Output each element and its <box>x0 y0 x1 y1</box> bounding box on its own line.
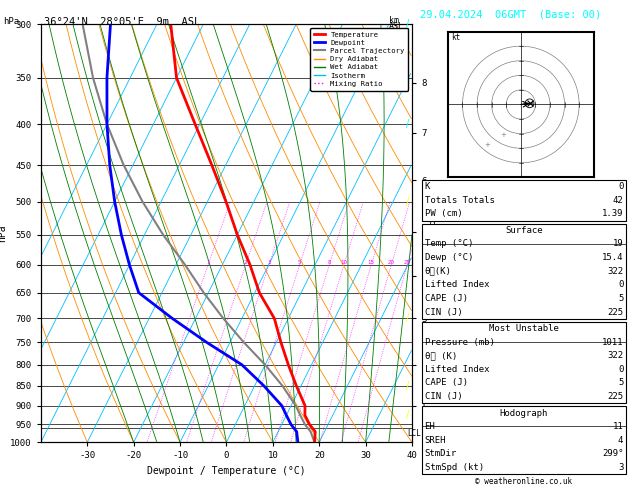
Text: 2: 2 <box>244 260 247 265</box>
Text: 1011: 1011 <box>602 338 623 347</box>
Text: 25: 25 <box>404 260 411 265</box>
Text: Temp (°C): Temp (°C) <box>425 240 473 248</box>
Text: 0: 0 <box>618 182 623 191</box>
Text: /: / <box>406 313 409 324</box>
Text: Most Unstable: Most Unstable <box>489 324 559 333</box>
Text: 15.4: 15.4 <box>602 253 623 262</box>
Text: θᴇ(K): θᴇ(K) <box>425 267 452 276</box>
Text: 1.39: 1.39 <box>602 209 623 218</box>
Text: 322: 322 <box>607 267 623 276</box>
Text: 299°: 299° <box>602 450 623 458</box>
Text: 0: 0 <box>618 280 623 289</box>
Text: 10: 10 <box>340 260 347 265</box>
Text: © weatheronline.co.uk: © weatheronline.co.uk <box>476 477 572 486</box>
Y-axis label: hPa: hPa <box>0 225 8 242</box>
Text: 8: 8 <box>328 260 331 265</box>
Text: 5: 5 <box>618 379 623 387</box>
Text: CIN (J): CIN (J) <box>425 308 462 316</box>
Text: 3: 3 <box>267 260 270 265</box>
Text: /: / <box>406 19 409 29</box>
Text: EH: EH <box>425 422 435 431</box>
Text: Surface: Surface <box>505 226 543 235</box>
Text: Lifted Index: Lifted Index <box>425 365 489 374</box>
Text: 3: 3 <box>618 463 623 472</box>
Text: K: K <box>425 182 430 191</box>
Text: 322: 322 <box>607 351 623 360</box>
X-axis label: Dewpoint / Temperature (°C): Dewpoint / Temperature (°C) <box>147 466 306 476</box>
Text: 0: 0 <box>618 365 623 374</box>
Text: Dewp (°C): Dewp (°C) <box>425 253 473 262</box>
Text: +: + <box>501 132 506 138</box>
Text: CIN (J): CIN (J) <box>425 392 462 401</box>
Text: 225: 225 <box>607 308 623 316</box>
Text: /: / <box>406 197 409 207</box>
Text: +: + <box>484 142 490 148</box>
Text: 29.04.2024  06GMT  (Base: 00): 29.04.2024 06GMT (Base: 00) <box>420 10 601 20</box>
Text: Lifted Index: Lifted Index <box>425 280 489 289</box>
Text: 4: 4 <box>618 436 623 445</box>
Text: 15: 15 <box>368 260 375 265</box>
Text: Totals Totals: Totals Totals <box>425 196 494 205</box>
Text: /: / <box>406 410 409 420</box>
Text: hPa: hPa <box>3 17 19 26</box>
Text: PW (cm): PW (cm) <box>425 209 462 218</box>
Text: km: km <box>389 16 399 25</box>
Text: 5: 5 <box>618 294 623 303</box>
Text: 19: 19 <box>613 240 623 248</box>
Text: CAPE (J): CAPE (J) <box>425 294 467 303</box>
Text: Hodograph: Hodograph <box>500 409 548 417</box>
Text: /: / <box>406 381 409 391</box>
Legend: Temperature, Dewpoint, Parcel Trajectory, Dry Adiabat, Wet Adiabat, Isotherm, Mi: Temperature, Dewpoint, Parcel Trajectory… <box>310 28 408 90</box>
Text: θᴇ (K): θᴇ (K) <box>425 351 457 360</box>
Text: kt: kt <box>451 34 460 42</box>
Text: StmDir: StmDir <box>425 450 457 458</box>
Text: SREH: SREH <box>425 436 446 445</box>
Text: StmSpd (kt): StmSpd (kt) <box>425 463 484 472</box>
Text: 11: 11 <box>613 422 623 431</box>
Text: 1: 1 <box>206 260 210 265</box>
Text: Pressure (mb): Pressure (mb) <box>425 338 494 347</box>
Text: 5: 5 <box>298 260 301 265</box>
Text: 20: 20 <box>388 260 395 265</box>
Text: LCL: LCL <box>407 429 421 438</box>
Text: 42: 42 <box>613 196 623 205</box>
Y-axis label: Mixing Ratio (g/kg): Mixing Ratio (g/kg) <box>429 182 438 284</box>
Text: CAPE (J): CAPE (J) <box>425 379 467 387</box>
Text: ASL: ASL <box>389 22 404 31</box>
Text: 225: 225 <box>607 392 623 401</box>
Text: /: / <box>406 119 409 129</box>
Text: 36°24'N  28°05'E  9m  ASL: 36°24'N 28°05'E 9m ASL <box>44 17 200 27</box>
